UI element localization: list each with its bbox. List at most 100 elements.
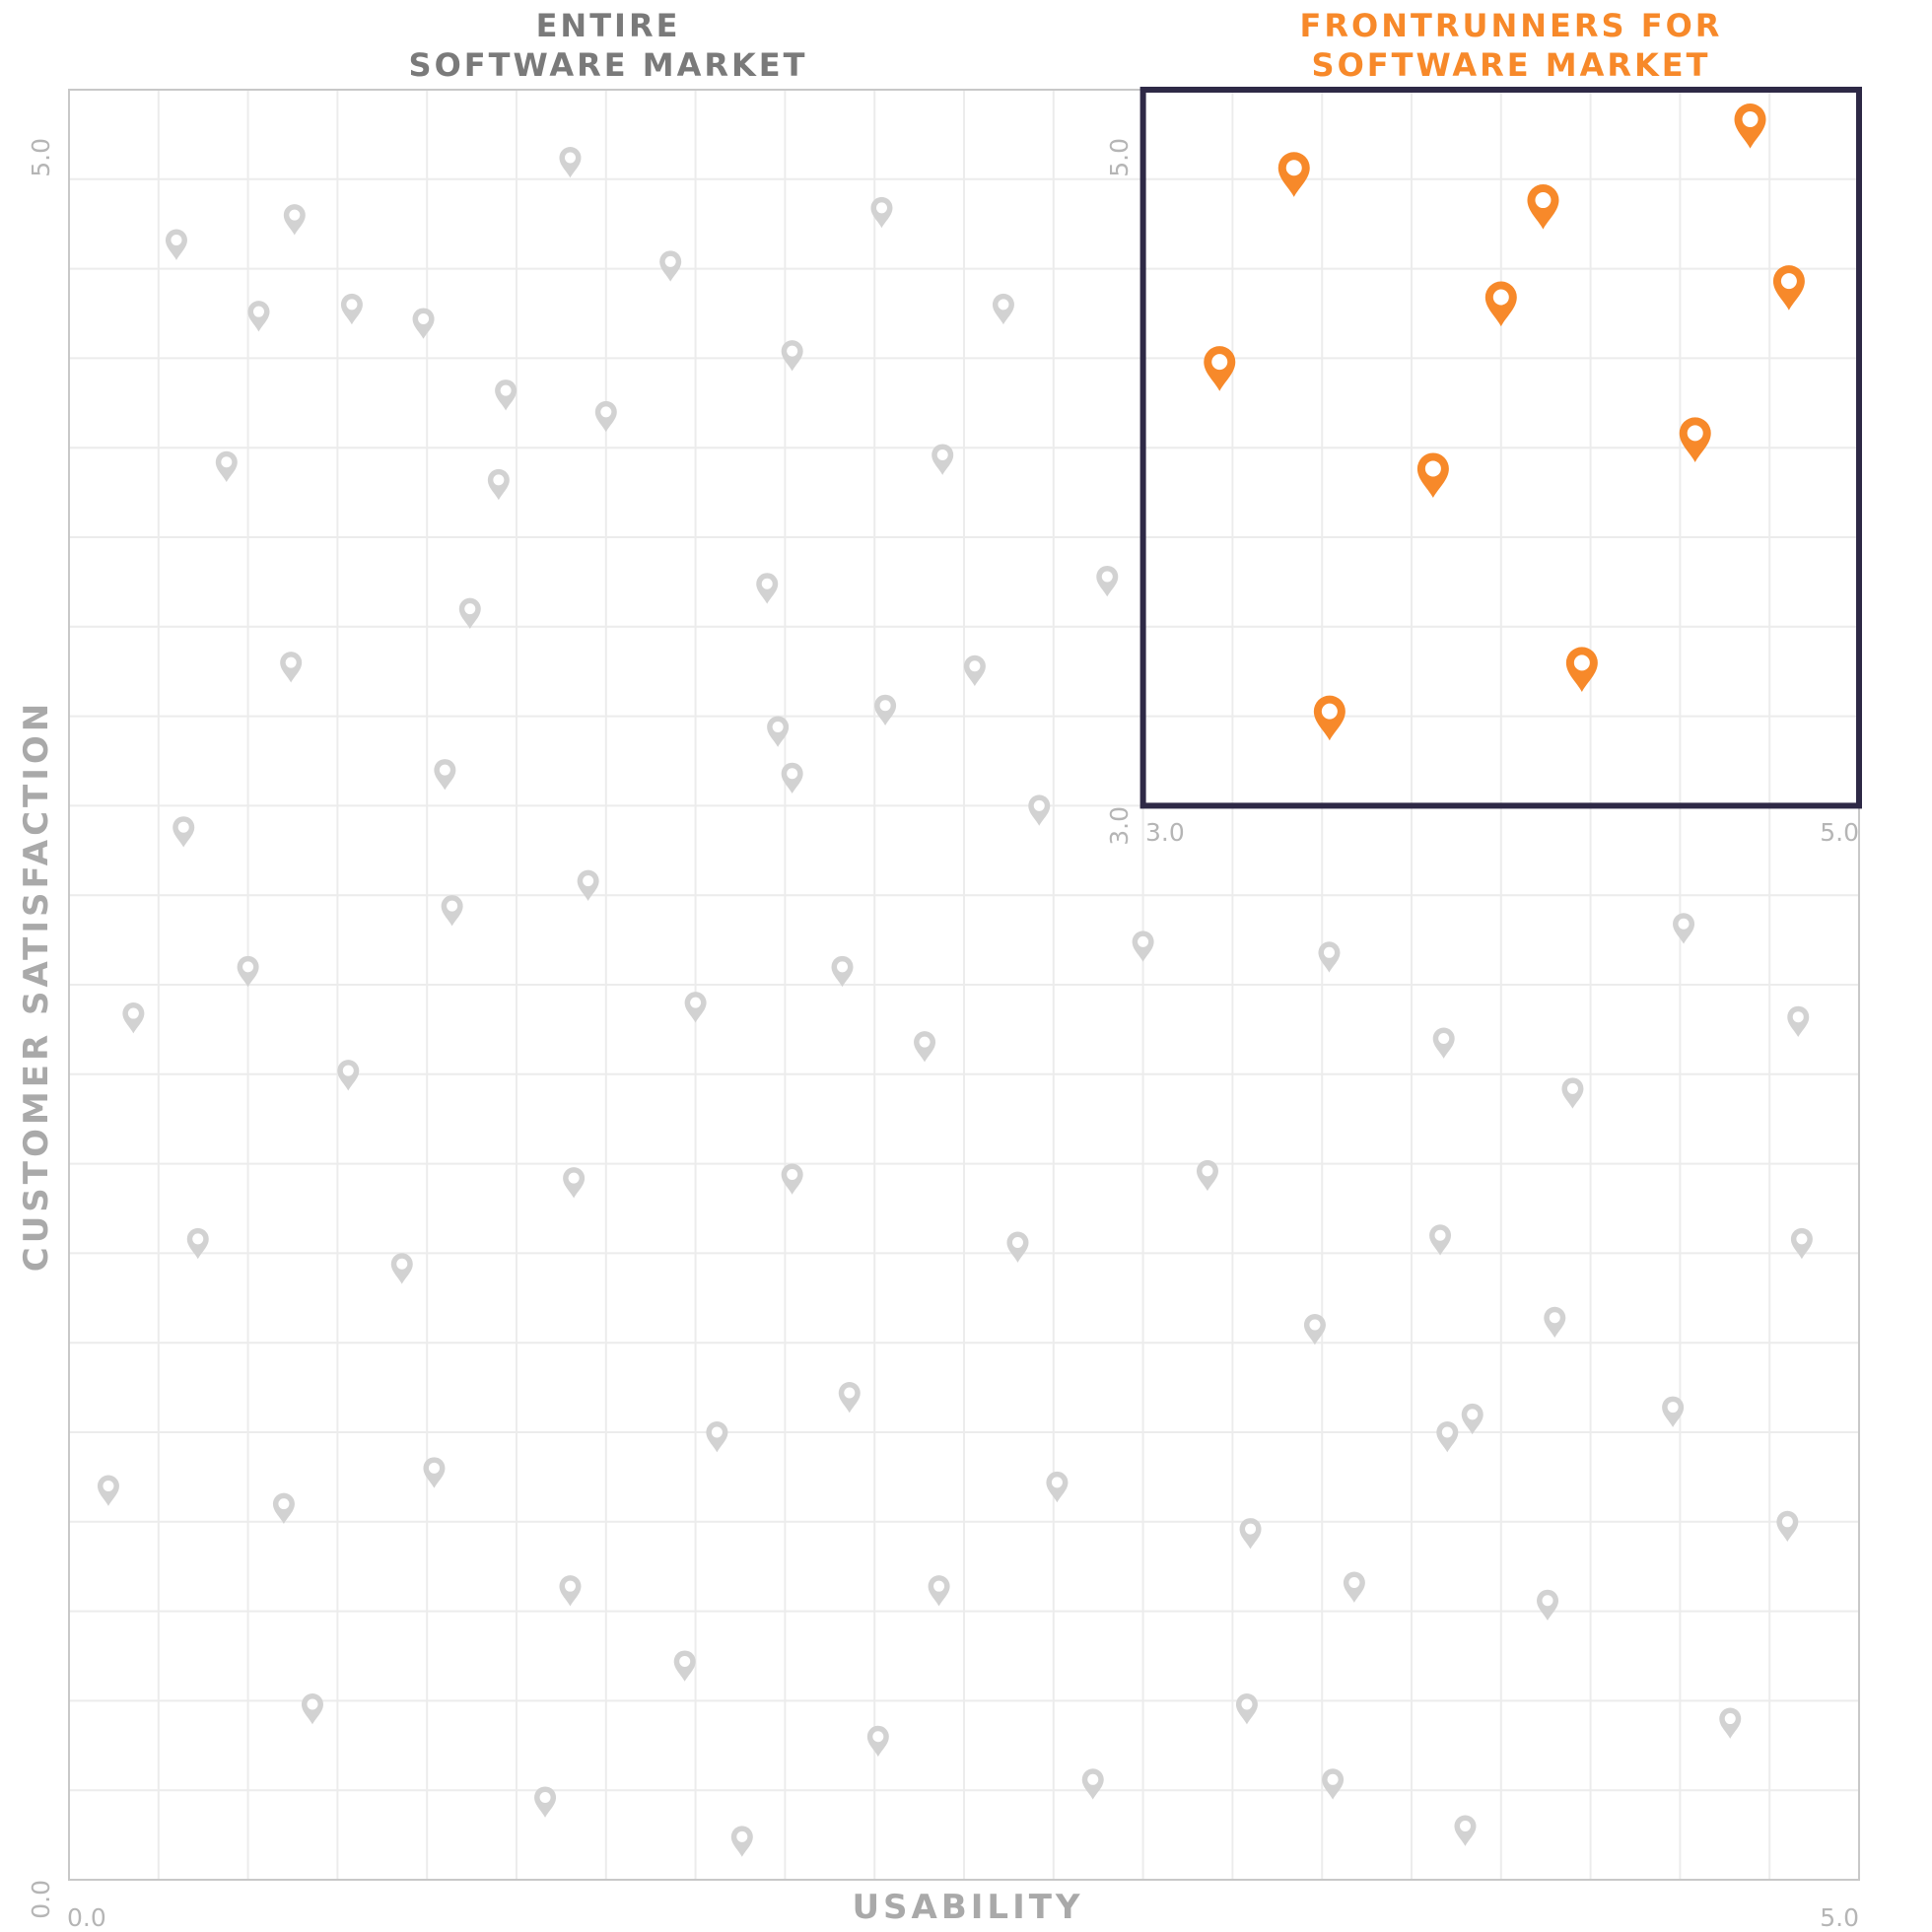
data-point-marker <box>992 293 1014 325</box>
data-point-marker <box>122 1002 145 1034</box>
data-point-marker <box>1719 1707 1742 1739</box>
x-axis-title: USABILITY <box>852 1888 1083 1927</box>
data-point-marker <box>1318 941 1341 973</box>
data-point-marker <box>928 1575 950 1607</box>
frontrunners-points <box>1204 104 1805 741</box>
y-axis-title: CUSTOMER SATISFACTION <box>17 700 56 1273</box>
frontrunner-marker <box>1277 152 1310 197</box>
frontrunners-grid-lines <box>1142 90 1859 806</box>
data-point-marker <box>1322 1768 1345 1800</box>
data-point-marker <box>1790 1227 1813 1260</box>
data-point-marker <box>495 380 518 411</box>
data-point-marker <box>337 1060 360 1091</box>
frontrunner-marker <box>1527 184 1559 230</box>
data-point-marker <box>441 895 463 927</box>
data-point-marker <box>1537 1589 1559 1622</box>
frontrunner-marker <box>1204 346 1236 391</box>
data-point-marker <box>1461 1403 1484 1435</box>
data-point-marker <box>1303 1314 1326 1346</box>
data-point-marker <box>1544 1306 1566 1339</box>
data-point-marker <box>237 955 259 988</box>
data-point-marker <box>1006 1231 1029 1263</box>
chart-title-line-2: SOFTWARE MARKET <box>409 46 808 84</box>
data-point-marker <box>340 293 363 325</box>
data-point-marker <box>1028 794 1051 826</box>
data-point-marker <box>706 1421 728 1453</box>
data-point-marker <box>659 250 682 282</box>
data-point-marker <box>874 694 897 726</box>
data-point-marker <box>283 204 306 236</box>
data-point-marker <box>1343 1571 1365 1603</box>
data-point-marker <box>577 869 599 902</box>
data-point-marker <box>487 468 510 501</box>
y-tick-min: 0.0 <box>27 1880 55 1919</box>
data-point-marker <box>186 1227 209 1260</box>
data-point-marker <box>781 762 803 794</box>
data-point-marker <box>870 196 893 229</box>
data-point-marker <box>423 1457 446 1488</box>
data-point-marker <box>866 1725 889 1758</box>
data-point-marker <box>412 308 435 339</box>
data-point-marker <box>673 1650 696 1682</box>
x-tick-min: 0.0 <box>67 1903 106 1932</box>
frontrunners-title-line-1: FRONTRUNNERS FOR <box>1300 7 1723 44</box>
data-point-marker <box>1673 913 1695 944</box>
data-point-marker <box>594 400 617 433</box>
data-point-marker <box>97 1475 119 1506</box>
data-point-marker <box>172 816 195 848</box>
inset-y-tick-min: 3.0 <box>1105 806 1134 846</box>
data-point-marker <box>1776 1510 1799 1543</box>
frontrunners-frame <box>1139 87 1862 809</box>
plot-frame <box>68 89 1860 1881</box>
data-point-marker <box>932 444 954 475</box>
data-point-marker <box>559 1575 582 1607</box>
inset-x-tick-max: 5.0 <box>1820 818 1859 847</box>
data-point-marker <box>767 716 790 747</box>
data-point-marker <box>1561 1077 1584 1109</box>
frontrunner-marker <box>1772 265 1805 310</box>
data-point-marker <box>1662 1396 1685 1427</box>
market-points <box>97 147 1813 1857</box>
data-point-marker <box>914 1031 936 1063</box>
data-point-marker <box>1429 1224 1452 1256</box>
data-point-marker <box>458 597 481 629</box>
data-point-marker <box>1432 1027 1455 1059</box>
data-point-marker <box>165 229 187 260</box>
data-point-marker <box>756 573 779 604</box>
data-point-marker <box>272 1492 295 1524</box>
data-point-marker <box>831 955 854 988</box>
data-point-marker <box>301 1693 323 1725</box>
data-point-marker <box>1081 1768 1104 1800</box>
frontrunners-title-line-2: SOFTWARE MARKET <box>1312 46 1711 84</box>
data-point-marker <box>390 1253 413 1284</box>
data-point-marker <box>247 301 270 332</box>
data-point-marker <box>838 1382 861 1414</box>
y-tick-max: 5.0 <box>27 138 55 177</box>
frontrunner-marker <box>1734 104 1766 149</box>
data-point-marker <box>559 147 582 178</box>
inset-y-tick-max: 5.0 <box>1105 138 1134 177</box>
data-point-marker <box>1239 1518 1262 1550</box>
data-point-marker <box>781 1163 803 1195</box>
data-point-marker <box>1454 1815 1477 1846</box>
data-point-marker <box>730 1826 753 1857</box>
frontrunner-marker <box>1313 695 1346 741</box>
data-point-marker <box>1196 1159 1218 1192</box>
data-point-marker <box>1787 1005 1810 1038</box>
frontrunner-marker <box>1416 452 1449 499</box>
data-point-marker <box>963 655 986 687</box>
data-point-marker <box>434 759 456 791</box>
chart-title-line-1: ENTIRE <box>536 7 681 44</box>
data-point-marker <box>1235 1693 1258 1725</box>
data-point-marker <box>563 1167 586 1199</box>
data-point-marker <box>1436 1421 1459 1453</box>
frontrunner-marker <box>1484 281 1517 327</box>
frontrunner-marker <box>1679 417 1711 462</box>
data-point-marker <box>215 450 238 483</box>
data-point-marker <box>1132 931 1154 962</box>
data-point-marker <box>1096 565 1119 597</box>
frontrunner-marker <box>1565 647 1598 692</box>
data-point-marker <box>1046 1471 1069 1503</box>
data-point-marker <box>280 652 303 683</box>
